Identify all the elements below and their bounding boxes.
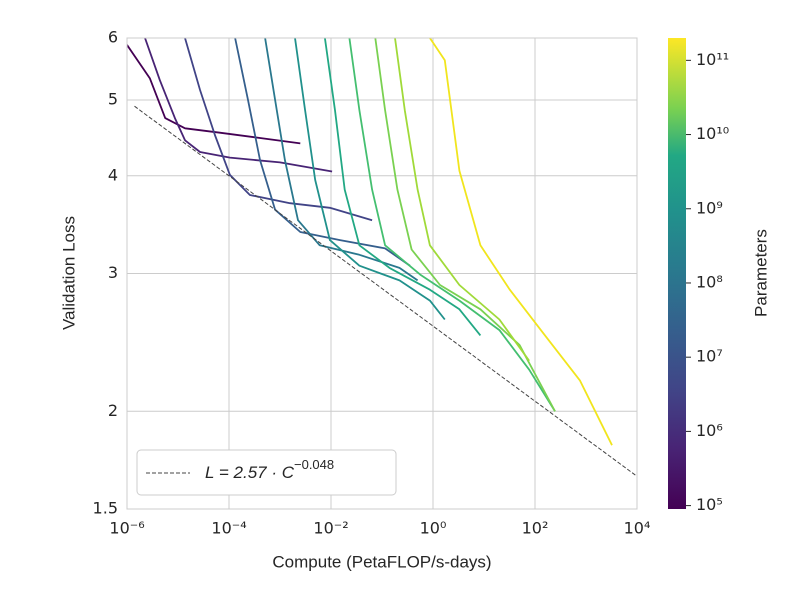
y-tick-label: 1.5 xyxy=(93,499,118,518)
colorbar-tick-label: 10¹⁰ xyxy=(696,124,729,143)
colorbar-tick-label: 10⁷ xyxy=(696,347,723,366)
colorbar-label: Parameters xyxy=(751,229,770,317)
x-axis-label: Compute (PetaFLOP/s-days) xyxy=(272,552,491,571)
lines xyxy=(127,38,637,477)
legend-box xyxy=(136,449,397,496)
y-tick-label: 3 xyxy=(108,263,118,282)
loss-curve xyxy=(324,38,482,336)
colorbar-tick-label: 10¹¹ xyxy=(696,50,729,69)
y-tick-label: 4 xyxy=(108,165,118,184)
x-tick-label: 10⁻² xyxy=(313,519,348,538)
colorbar-tick-label: 10⁶ xyxy=(696,421,723,440)
loss-curve xyxy=(394,38,530,362)
y-tick-label: 2 xyxy=(108,401,118,420)
x-tick-label: 10² xyxy=(522,519,549,538)
loss-curve xyxy=(184,38,373,222)
legend-label-main: L = 2.57 · C xyxy=(205,463,295,482)
loss-curve xyxy=(294,38,446,321)
loss-curve xyxy=(348,38,556,412)
legend-label-exponent: −0.048 xyxy=(294,457,334,472)
loss-curve xyxy=(144,38,333,173)
colorbar xyxy=(668,38,686,509)
loss-curve xyxy=(127,44,301,145)
plot-frame xyxy=(126,37,638,510)
loss-curve xyxy=(264,38,419,282)
colorbar-tick-label: 10⁵ xyxy=(696,495,723,514)
colorbar-tick-label: 10⁸ xyxy=(696,272,723,291)
x-tick-label: 10⁴ xyxy=(624,519,651,538)
grid xyxy=(126,37,638,510)
colorbar-tick-label: 10⁹ xyxy=(696,198,723,217)
y-axis-label: Validation Loss xyxy=(59,216,78,330)
x-tick-label: 10⁻⁴ xyxy=(211,519,246,538)
x-tick-label: 10⁰ xyxy=(420,519,447,538)
fit-line xyxy=(134,105,637,477)
y-tick-label: 5 xyxy=(108,89,118,108)
legend-label: L = 2.57 · C−0.048 xyxy=(205,457,334,482)
y-tick-label: 6 xyxy=(108,28,118,47)
loss-curve xyxy=(234,38,411,267)
x-tick-label: 10⁻⁶ xyxy=(109,519,144,538)
loss-curve xyxy=(429,38,613,446)
